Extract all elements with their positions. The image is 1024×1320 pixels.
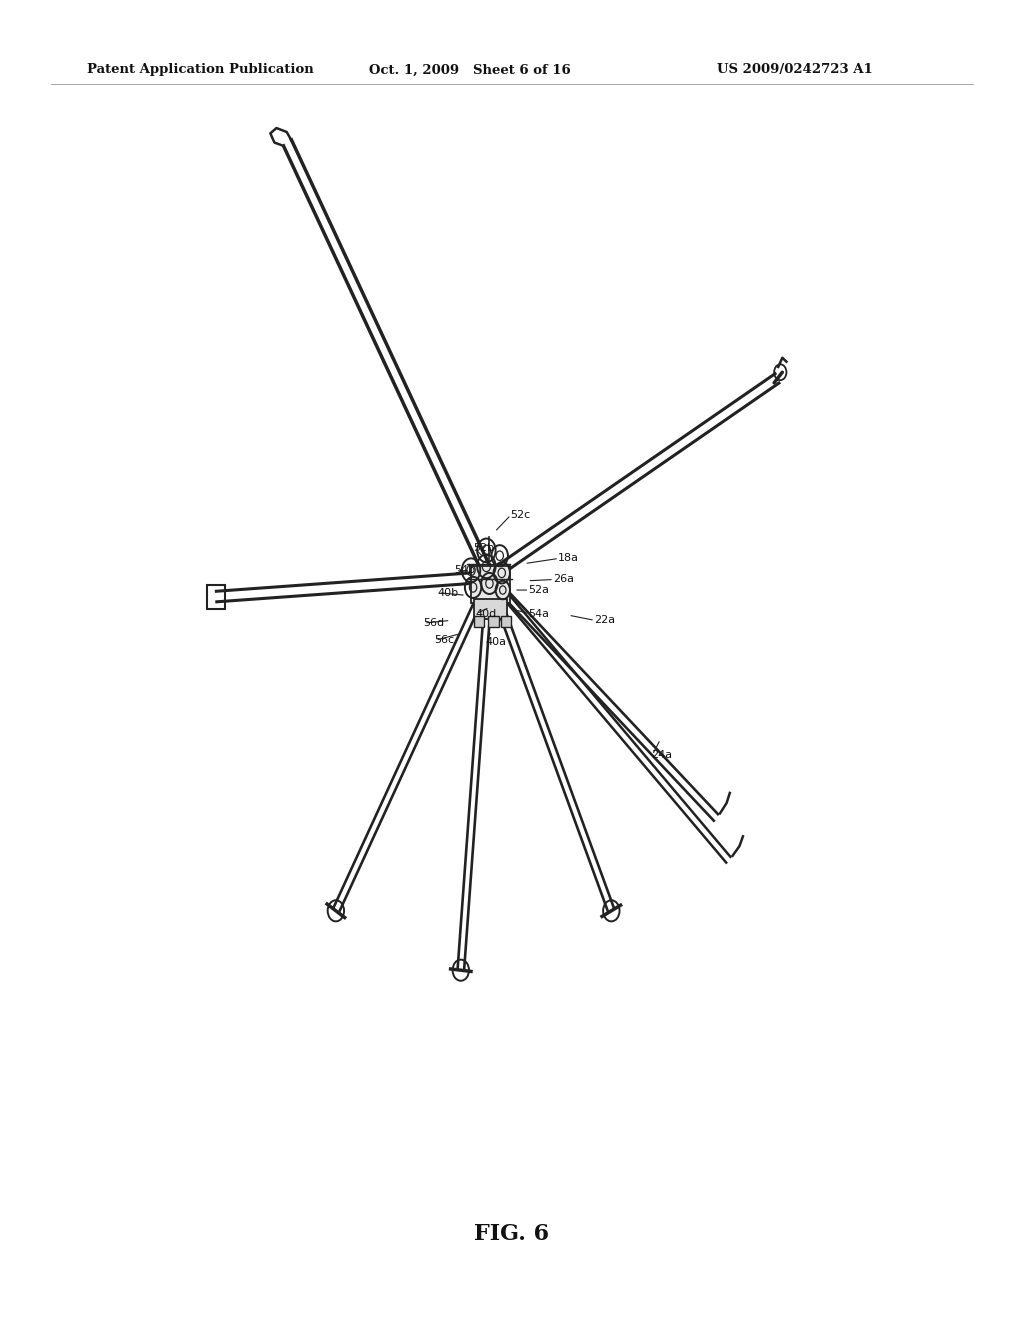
Text: 54a: 54a	[528, 609, 550, 619]
Bar	[474, 616, 484, 627]
Text: 52c: 52c	[510, 510, 530, 520]
Bar	[474, 599, 507, 619]
Text: 22a: 22a	[594, 615, 615, 626]
Text: FIG. 6: FIG. 6	[474, 1224, 550, 1245]
Text: 56d: 56d	[423, 618, 444, 628]
Text: 52a: 52a	[528, 585, 550, 595]
Bar	[488, 616, 499, 627]
Text: 56c: 56c	[434, 635, 455, 645]
Text: 40a: 40a	[485, 636, 507, 647]
Text: 18a: 18a	[558, 553, 580, 564]
Text: 40b: 40b	[437, 587, 459, 598]
Text: 52b: 52b	[473, 543, 495, 553]
Text: Oct. 1, 2009   Sheet 6 of 16: Oct. 1, 2009 Sheet 6 of 16	[369, 63, 570, 77]
Bar	[207, 585, 225, 609]
Text: US 2009/0242723 A1: US 2009/0242723 A1	[717, 63, 872, 77]
Text: 40d: 40d	[475, 609, 497, 619]
Bar	[471, 566, 510, 603]
Text: 24a: 24a	[651, 750, 673, 760]
Bar	[501, 616, 511, 627]
Text: Patent Application Publication: Patent Application Publication	[87, 63, 313, 77]
Text: 26a: 26a	[553, 574, 574, 585]
Text: 54b: 54b	[455, 565, 476, 576]
